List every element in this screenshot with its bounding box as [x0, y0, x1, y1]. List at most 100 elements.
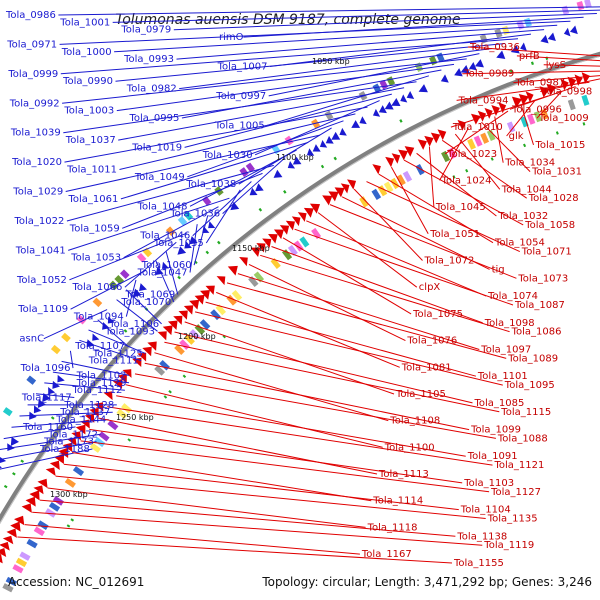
leader-line — [64, 106, 368, 163]
gene-arrow — [33, 405, 42, 414]
gene-arrow — [103, 391, 113, 401]
gene-label: Tola_1094 — [73, 312, 124, 323]
gene-arrow — [292, 156, 302, 165]
leader-line — [98, 417, 378, 475]
cog-block — [299, 236, 310, 248]
gene-arrow — [33, 485, 44, 495]
gene-arrow — [37, 399, 46, 408]
gene-arrow — [142, 346, 152, 357]
cog-block — [142, 247, 153, 258]
leader-line — [353, 188, 423, 261]
gene-label: Tola_1119 — [483, 540, 534, 551]
gene-label: Tola_1069 — [124, 290, 175, 301]
rna-mark — [530, 61, 534, 66]
cog-block — [281, 249, 293, 261]
gene-arrow — [520, 42, 527, 51]
gene-label: clpX — [419, 282, 441, 293]
gene-label: Tola_1009 — [538, 113, 589, 124]
tick-label: 1250 kbp — [116, 413, 154, 422]
gene-label: Tola_0987 — [514, 78, 565, 89]
cog-block — [98, 431, 110, 442]
cog-block — [516, 20, 525, 30]
gene-label: Tola_1138 — [456, 531, 507, 542]
gene-label: lysS — [546, 60, 566, 71]
tick-label: 1050 kbp — [312, 57, 350, 66]
gene-label: Tola_1032 — [497, 211, 548, 222]
gene-label: Tola_1091 — [467, 451, 518, 462]
leader-line — [184, 321, 395, 395]
gene-arrow — [309, 203, 321, 214]
leader-line — [144, 362, 470, 431]
gene-arrow — [306, 148, 315, 156]
gene-label: Tola_1037 — [65, 135, 116, 146]
gene-label: asnC — [19, 334, 44, 345]
gene-arrow — [351, 120, 361, 128]
rna-mark — [3, 484, 8, 489]
gene-arrow — [378, 105, 387, 114]
gene-arrow — [273, 229, 284, 240]
gene-label: Tola_1071 — [521, 247, 572, 258]
cog-block — [64, 477, 76, 488]
gene-arrow — [0, 466, 2, 469]
rna-mark — [283, 190, 287, 194]
leader-line — [193, 215, 209, 266]
gene-arrow — [384, 101, 394, 110]
leader-line — [88, 329, 146, 354]
gene-label: Tola_0992 — [9, 98, 60, 109]
leader-line — [269, 33, 532, 67]
leader-line — [69, 350, 74, 369]
gene-label: Tola_1007 — [217, 62, 268, 73]
leader-line — [125, 289, 162, 325]
gene-arrow — [262, 238, 272, 249]
gene-label: Tola_1137 — [59, 407, 110, 418]
label-leader-lines — [0, 6, 600, 564]
leader-line — [254, 100, 380, 156]
gene-arrow — [484, 107, 493, 119]
gene-label: Tola_1051 — [429, 229, 480, 240]
leader-line — [237, 273, 480, 350]
gene-label: Tola_1044 — [501, 184, 552, 195]
gene-label: Tola_1024 — [441, 175, 492, 186]
cog-block — [383, 181, 394, 193]
gene-arrow — [230, 201, 240, 211]
leader-line — [118, 87, 405, 141]
gene-arrow — [391, 97, 401, 106]
gene-arrow — [157, 331, 167, 341]
tick-label: 1300 kbp — [50, 490, 88, 499]
gene-arrow — [52, 380, 60, 389]
rna-mark — [258, 207, 263, 212]
leader-line — [155, 260, 175, 303]
gene-arrow — [13, 515, 25, 526]
leader-line — [97, 319, 129, 347]
leader-line — [107, 406, 493, 466]
leader-line — [428, 146, 435, 208]
gene-arrow — [268, 234, 278, 244]
cog-block — [89, 442, 101, 453]
cog-block — [210, 309, 221, 321]
cog-block — [12, 564, 24, 574]
gene-label: Tola_1097 — [480, 345, 531, 356]
gene-arrow — [29, 490, 40, 501]
leader-line — [59, 20, 571, 45]
leader-line — [116, 395, 466, 457]
leader-line — [205, 301, 477, 377]
gene-label: tig — [492, 264, 505, 275]
leader-line — [189, 149, 297, 207]
leader-line — [179, 48, 493, 90]
gene-arrow — [287, 160, 296, 169]
gene-label: Tola_1015 — [535, 140, 586, 151]
gene-arrow — [525, 91, 534, 103]
leader-line — [173, 13, 597, 31]
cog-block — [121, 403, 133, 414]
gene-arrow — [0, 456, 7, 463]
gene-label: Tola_1111 — [88, 356, 139, 367]
leader-line — [506, 100, 536, 137]
gene-arrow — [10, 521, 21, 532]
leader-line — [80, 440, 490, 493]
leader-line — [115, 43, 506, 82]
cog-block — [467, 138, 476, 150]
leader-line — [55, 475, 486, 519]
gene-arrow — [325, 135, 334, 144]
